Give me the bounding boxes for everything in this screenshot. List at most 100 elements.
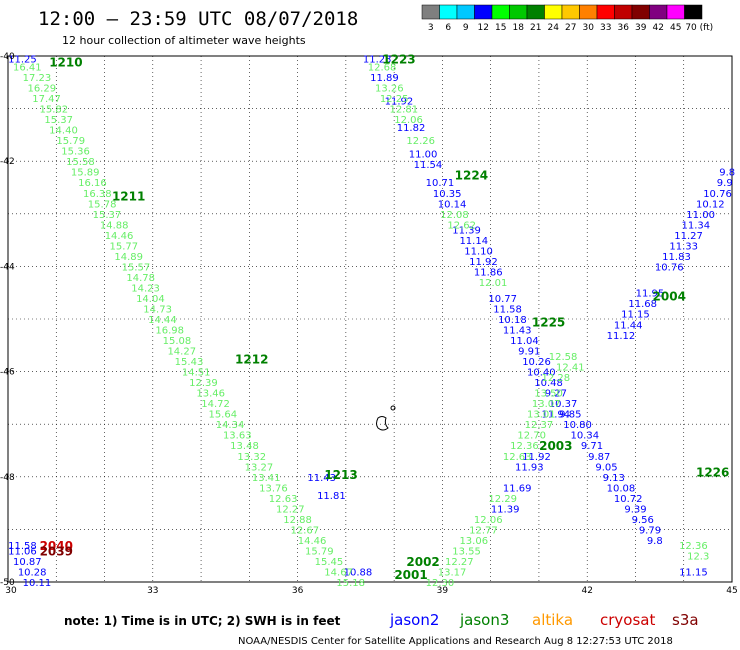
x-tick-label: 42 [581,586,592,596]
colorbar-label: 21 [530,23,541,33]
jason3-wave-height: 14.88 [100,220,129,231]
jason3-wave-height: 15.77 [110,241,139,252]
colorbar-swatch [596,4,615,20]
jason2-wave-height: 10.87 [13,557,42,568]
jason3-wave-height: 13.46 [196,389,225,400]
jason3-wave-height: 13.48 [230,441,259,452]
colorbar-swatch [526,4,545,20]
colorbar-label: 6 [445,23,451,33]
jason3-wave-height: 12.29 [488,494,517,505]
jason3-wave-height: 14.44 [148,315,177,326]
jason3-wave-height: 12.58 [549,352,578,363]
colorbar-label: 3 [428,23,434,33]
jason3-wave-height: 12.68 [368,63,397,74]
jason2-wave-height: 11.25 [8,55,37,66]
jason3-wave-height: 12.70 [517,431,546,442]
y-tick-label: -50 [0,578,15,588]
y-tick-label: -46 [0,368,15,378]
jason3-wave-height: 15.89 [71,168,100,179]
pass-time-label: 1223 [382,53,415,67]
jason2-wave-height: 10.14 [438,199,467,210]
colorbar-swatch [684,4,703,20]
jason3-wave-height: 12.88 [283,515,312,526]
jason3-wave-height: 12.77 [469,525,498,536]
colorbar-swatch [614,4,633,20]
y-tick-label: -40 [0,52,15,62]
jason2-wave-height: 9.85 [559,410,581,421]
wave-height-values: 11.25 11.2311.8911.9211.8211.0011.5410.71… [8,55,735,589]
jason3-wave-height: 14.67 [324,567,353,578]
jason2-wave-height: 11.15 [679,567,708,578]
jason2-wave-height: 9.56 [632,515,654,526]
jason2-wave-height: 9.27 [545,389,567,400]
pass-time-label: 1212 [235,352,268,366]
jason3-wave-height: 14.46 [105,231,134,242]
jason2-wave-height: 9.13 [603,473,625,484]
jason3-wave-height: 12.27 [445,557,474,568]
grid [7,55,733,583]
colorbar-label: 27 [565,23,576,33]
jason2-wave-height: 10.88 [344,567,373,578]
jason3-wave-height: 15.18 [336,578,365,589]
jason3-wave-height: 14.72 [201,399,230,410]
jason2-wave-height: 9.8 [719,168,735,179]
x-tick-label: 30 [5,586,17,596]
jason2-wave-height: 11.92 [385,97,414,108]
colorbar-swatch [509,4,528,20]
jason2-wave-height: 11.83 [662,252,691,263]
jason3-wave-height: 13.76 [259,483,288,494]
jason2-wave-height: 10.12 [696,199,725,210]
colorbar-swatch [474,4,493,20]
jason3-wave-height: 13.50 [534,389,563,400]
jason2-wave-height: 11.44 [614,320,643,331]
jason2-wave-height: 10.71 [426,178,455,189]
jason2-wave-height: 11.39 [452,226,481,237]
jason2-wave-height: 11.54 [414,160,443,171]
jason2-wave-height: 9.71 [581,441,603,452]
jason2-wave-height: 11.82 [397,123,426,134]
pass-time-label: 2002 [406,555,439,569]
colorbar-label: 33 [600,23,611,33]
jason3-wave-height: 14.34 [216,420,245,431]
jason3-wave-height: 13.26 [375,84,404,95]
jason2-wave-height: 11.95 [636,289,665,300]
jason3-wave-height: 12.25 [380,94,409,105]
colorbar-swatch [561,4,580,20]
colorbar: 3 6 9 12 15 18 21 24 27 30 33 36 39 42 45 70 (ft) [421,4,713,33]
jason3-wave-height: 15.37 [44,115,73,126]
jason3-wave-height: 15.36 [61,147,90,158]
colorbar-label: 45 [670,23,681,33]
jason2-wave-height: 10.08 [607,483,636,494]
colorbar-swatch [456,4,475,20]
jason3-wave-height: 13.63 [223,431,252,442]
jason2-wave-height: 11.12 [607,331,636,342]
colorbar-label: 42 [653,23,664,33]
jason3-wave-height: 16.41 [13,63,42,74]
jason3-wave-height: 13.17 [438,567,467,578]
colorbar-label: 18 [513,23,525,33]
jason3-wave-height: 15.58 [66,157,95,168]
pass-time-label: 1225 [532,316,565,330]
colorbar-swatch [666,4,685,20]
jason2-wave-height: 11.33 [669,241,698,252]
jason2-wave-height: 9.8 [647,536,663,547]
legend-s3a: s3a [672,611,699,629]
jason3-wave-height: 12.62 [447,220,476,231]
jason3-wave-height: 12.63 [269,494,298,505]
jason2-wave-height: 11.58 [8,541,37,552]
jason2-wave-height: 11.23 [363,55,392,66]
pass-time-labels: 1210 1223 1211 1224 1212 1225 2004 2003 1226 1213… [40,53,730,582]
jason3-wave-height: 15.64 [208,410,237,421]
jason2-wave-height: 11.00 [686,210,715,221]
jason2-wave-height: 11.94 [542,410,571,421]
jason3-wave-height: 12.3 [687,552,709,563]
jason3-wave-height: 15.82 [40,105,69,116]
jason3-wave-height: 14.04 [136,294,165,305]
colorbar-label: 24 [548,23,560,33]
colorbar-label: 15 [495,23,506,33]
jason3-wave-height: 13.41 [252,473,281,484]
jason3-wave-height: 13.01 [527,410,556,421]
jason2-wave-height: 11.34 [681,220,710,231]
jason2-wave-height: 10.35 [433,189,462,200]
